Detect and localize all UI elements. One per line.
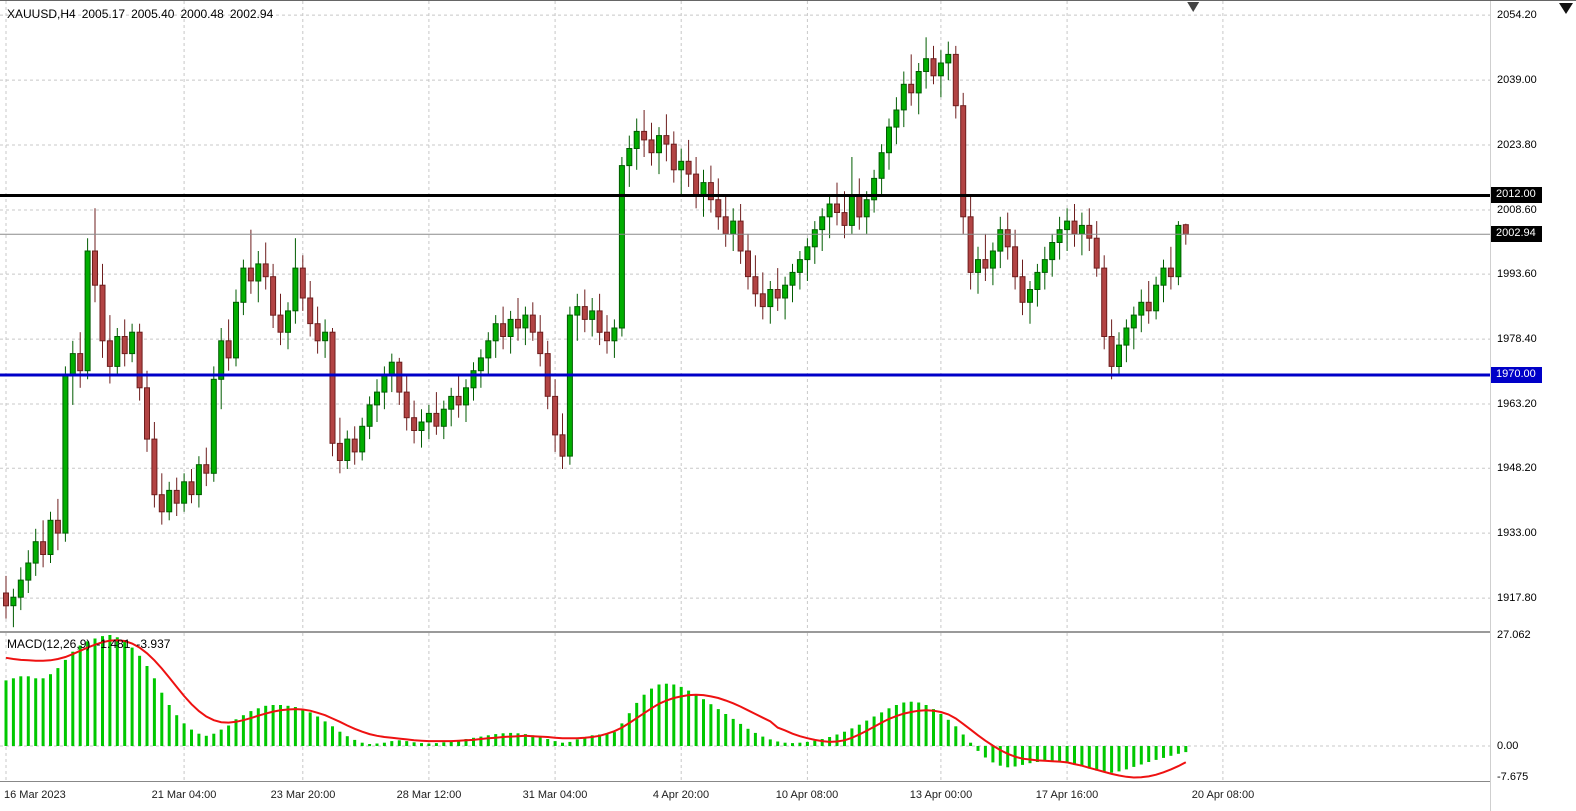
macd-axis-label: 0.00	[1497, 740, 1519, 752]
macd-value: -1.481	[96, 637, 131, 651]
price-chart-canvas[interactable]	[0, 1, 1490, 631]
chart-shift-marker[interactable]	[1187, 2, 1200, 12]
price-axis-label: 1933.00	[1497, 527, 1537, 539]
macd-axis-label: 27.062	[1497, 629, 1531, 641]
price-axis-label: 2039.00	[1497, 74, 1537, 86]
price-axis[interactable]: 2054.20 2039.00 2023.80 2008.60 1993.60 1978.…	[1490, 1, 1576, 811]
price-axis-label: 2054.20	[1497, 9, 1537, 21]
macd-canvas[interactable]	[0, 633, 1490, 781]
quote-low: 2000.48	[180, 7, 224, 21]
quote-open: 2005.17	[81, 7, 126, 21]
bid-price-line-badge: 2002.94	[1491, 226, 1542, 242]
time-axis-label: 20 Apr 08:00	[1191, 789, 1255, 801]
panel-divider[interactable]	[0, 631, 1576, 633]
time-axis-label: 16 Mar 2023	[4, 789, 66, 801]
time-axis-label: 17 Apr 16:00	[1035, 789, 1099, 801]
time-axis-label: 21 Mar 04:00	[151, 789, 217, 801]
macd-histogram	[4, 635, 1188, 773]
symbol-period-label: XAUUSD,H4	[7, 7, 76, 21]
price-grid	[0, 1, 1490, 631]
quote-close: 2002.94	[229, 7, 274, 21]
time-axis-label: 28 Mar 12:00	[396, 789, 462, 801]
quote-high: 2005.40	[131, 7, 175, 21]
price-axis-label: 2008.60	[1497, 204, 1537, 216]
support-line-badge: 1970.00	[1491, 367, 1542, 383]
time-axis-label: 10 Apr 08:00	[775, 789, 839, 801]
level-lines	[0, 194, 1490, 377]
macd-signal-line	[5, 639, 1187, 779]
macd-name: MACD(12,26,9)	[7, 637, 91, 651]
time-axis-label: 13 Apr 00:00	[909, 789, 973, 801]
time-axis-label: 23 Mar 20:00	[270, 789, 336, 801]
price-axis-label: 1963.20	[1497, 398, 1537, 410]
price-chart-panel: XAUUSD,H4 2005.17 2005.40 2000.48 2002.94	[0, 1, 1490, 631]
resistance-line-badge: 2012.00	[1491, 187, 1542, 203]
price-axis-label: 1917.80	[1497, 592, 1537, 604]
price-axis-label: 1948.20	[1497, 462, 1537, 474]
macd-grid	[0, 633, 1490, 781]
macd-signal-value: -3.937	[136, 637, 171, 651]
price-axis-label: 1978.40	[1497, 333, 1537, 345]
price-axis-label: 1993.60	[1497, 268, 1537, 280]
chart-title: XAUUSD,H4 2005.17 2005.40 2000.48 2002.94	[7, 7, 279, 21]
price-axis-label: 2023.80	[1497, 139, 1537, 151]
time-axis-label: 31 Mar 04:00	[522, 789, 588, 801]
macd-indicator-label: MACD(12,26,9) -1.481 -3.937	[7, 637, 176, 651]
candles	[3, 37, 1189, 628]
time-axis[interactable]: 16 Mar 2023 21 Mar 04:00 23 Mar 20:00 28 Ma…	[0, 781, 1490, 811]
macd-axis-label: -7.675	[1497, 771, 1529, 783]
macd-panel: MACD(12,26,9) -1.481 -3.937	[0, 633, 1490, 781]
scroll-corner-icon	[1559, 3, 1573, 14]
time-axis-label: 4 Apr 20:00	[652, 789, 710, 801]
